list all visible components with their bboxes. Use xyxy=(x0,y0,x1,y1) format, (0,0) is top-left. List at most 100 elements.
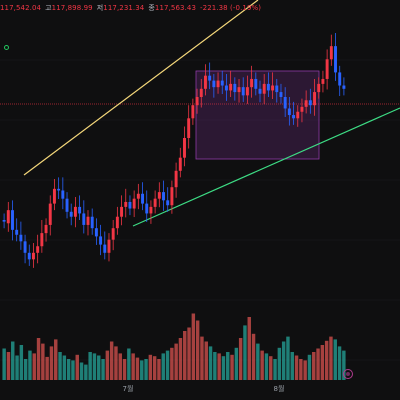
volume-bar xyxy=(165,350,170,380)
candle-body xyxy=(6,210,10,224)
volume-bar xyxy=(234,347,239,380)
candle-body xyxy=(220,80,224,86)
volume-bar xyxy=(243,325,247,380)
candle-body xyxy=(237,87,241,93)
candle-body xyxy=(262,83,266,94)
volume-bar xyxy=(195,320,200,380)
open-value: 117,542.04 xyxy=(0,4,42,12)
high-value: 117,898.99 xyxy=(51,4,93,12)
volume-bar xyxy=(135,357,140,380)
candle-body xyxy=(2,220,6,222)
candle-body xyxy=(216,80,220,88)
candle-body xyxy=(82,213,86,225)
volume-bar xyxy=(49,346,54,380)
candle-body xyxy=(124,201,128,207)
volume-bar xyxy=(312,352,316,380)
volume-bar xyxy=(260,350,264,380)
candle-body xyxy=(271,85,275,91)
low-value: 117,231.34 xyxy=(103,4,145,12)
candle-body xyxy=(233,83,237,93)
volume-bar xyxy=(148,354,153,380)
volume-bar xyxy=(208,346,213,380)
candle-body xyxy=(321,78,325,84)
change-value: -221.38 (-0.19%) xyxy=(200,4,262,12)
volume-bar xyxy=(269,356,273,380)
candle-body xyxy=(73,206,77,217)
candle-body xyxy=(212,80,216,88)
candle-body xyxy=(52,188,56,204)
volume-bar xyxy=(101,359,105,380)
candle-body xyxy=(141,193,145,204)
volume-bar xyxy=(230,354,234,380)
candle-body xyxy=(241,87,245,96)
lower-trendline[interactable] xyxy=(132,107,400,227)
x-axis-label-august: 8월 xyxy=(273,385,285,393)
volume-bar xyxy=(45,356,49,380)
candle-body xyxy=(292,115,296,119)
volume-bar xyxy=(281,341,286,380)
candle-body xyxy=(313,92,317,106)
grid xyxy=(0,59,400,361)
candle-body xyxy=(23,241,27,253)
volume-bar xyxy=(178,338,183,380)
candle-body xyxy=(250,78,254,88)
volume-bar xyxy=(157,359,161,380)
volume-bar xyxy=(118,353,122,380)
circle-marker-icon[interactable] xyxy=(4,45,9,50)
volume-bar xyxy=(97,355,101,380)
volume-bar xyxy=(273,359,277,380)
volume-bar xyxy=(329,336,333,380)
candle-body xyxy=(136,193,140,199)
volume-bar xyxy=(79,362,84,380)
candle-body xyxy=(149,206,153,214)
volume-bar xyxy=(200,336,204,380)
candlesticks xyxy=(2,33,346,268)
candle-body xyxy=(107,239,111,253)
candle-body xyxy=(183,138,186,158)
close-label: 종 xyxy=(148,4,155,12)
candle-body xyxy=(308,100,312,106)
volume-bar xyxy=(54,339,58,380)
candle-body xyxy=(36,246,40,253)
candle-body xyxy=(334,46,337,73)
candle-body xyxy=(145,203,149,214)
volume-bar xyxy=(41,343,45,380)
volume-bar xyxy=(204,341,208,380)
volume-bar xyxy=(333,339,337,380)
volume-bar xyxy=(144,359,148,380)
candle-body xyxy=(245,87,249,96)
volume-bar xyxy=(299,359,303,380)
volume-bar xyxy=(88,352,92,380)
volume-bar xyxy=(2,348,6,380)
volume-bar xyxy=(28,350,32,380)
candle-body xyxy=(78,206,82,214)
candle-body xyxy=(287,108,291,116)
settings-circle-icon[interactable] xyxy=(343,369,353,379)
volume-bar xyxy=(191,313,196,380)
candle-body xyxy=(44,224,48,234)
volume-bar xyxy=(221,356,226,380)
volume-bar xyxy=(114,346,118,380)
candle-body xyxy=(61,190,65,199)
volume-bar xyxy=(109,341,114,380)
candle-body xyxy=(132,198,136,209)
candle-body xyxy=(338,72,342,86)
candle-body xyxy=(166,200,170,206)
volume-bar xyxy=(226,352,230,380)
volume-bar xyxy=(294,355,299,380)
volume-bar xyxy=(187,327,191,380)
volume-bar xyxy=(23,359,28,380)
candle-body xyxy=(203,75,207,89)
volume-bar xyxy=(161,353,165,380)
volume-bar xyxy=(140,360,144,380)
upper-trendline[interactable] xyxy=(23,0,259,176)
candle-body xyxy=(90,216,94,229)
candle-body xyxy=(40,233,44,247)
volume-bar xyxy=(316,348,320,380)
candle-body xyxy=(283,97,287,109)
candle-body xyxy=(174,170,178,188)
candle-body xyxy=(296,111,300,119)
volume-bar xyxy=(247,317,251,380)
